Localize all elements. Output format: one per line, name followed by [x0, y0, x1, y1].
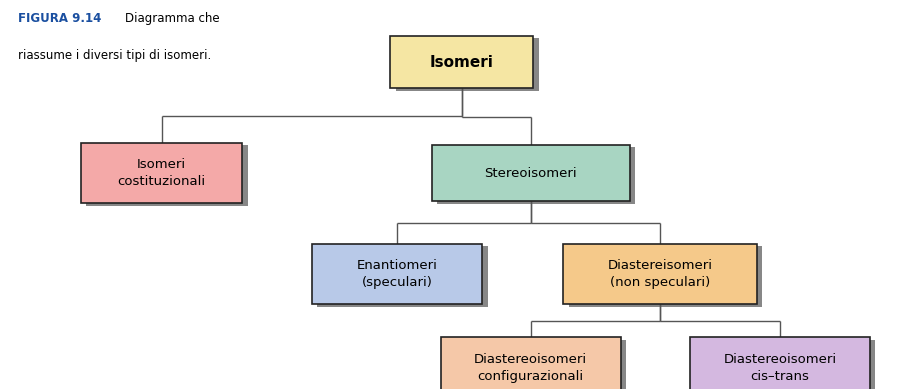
FancyBboxPatch shape — [563, 244, 757, 305]
Text: FIGURA 9.14: FIGURA 9.14 — [18, 12, 102, 25]
FancyBboxPatch shape — [312, 244, 482, 305]
FancyBboxPatch shape — [87, 145, 247, 205]
FancyBboxPatch shape — [318, 247, 487, 307]
Text: Isomeri: Isomeri — [429, 55, 494, 70]
FancyBboxPatch shape — [569, 247, 762, 307]
Text: riassume i diversi tipi di isomeri.: riassume i diversi tipi di isomeri. — [18, 49, 211, 61]
Text: Enantiomeri
(speculari): Enantiomeri (speculari) — [356, 259, 438, 289]
FancyBboxPatch shape — [395, 39, 539, 91]
FancyBboxPatch shape — [80, 143, 242, 203]
Text: Isomeri
costituzionali: Isomeri costituzionali — [117, 158, 206, 188]
Text: Diastereoisomeri
cis–trans: Diastereoisomeri cis–trans — [724, 352, 836, 383]
FancyBboxPatch shape — [440, 337, 620, 389]
Text: Diastereisomeri
(non speculari): Diastereisomeri (non speculari) — [607, 259, 713, 289]
Text: Diagramma che: Diagramma che — [125, 12, 220, 25]
FancyBboxPatch shape — [437, 147, 635, 204]
FancyBboxPatch shape — [696, 340, 875, 389]
FancyBboxPatch shape — [689, 337, 869, 389]
FancyBboxPatch shape — [390, 36, 533, 89]
FancyBboxPatch shape — [446, 340, 626, 389]
Text: Stereoisomeri: Stereoisomeri — [485, 166, 577, 180]
Text: Diastereoisomeri
configurazionali: Diastereoisomeri configurazionali — [474, 352, 587, 383]
FancyBboxPatch shape — [431, 145, 629, 202]
